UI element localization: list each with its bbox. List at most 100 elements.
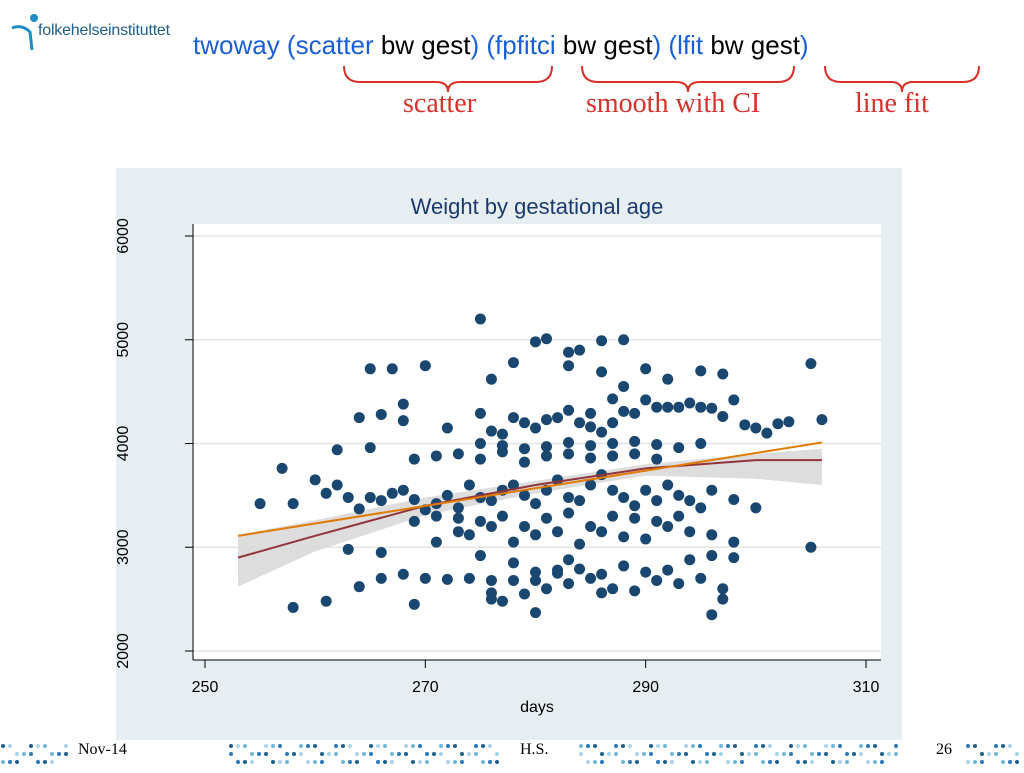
- scatter-point: [607, 450, 619, 462]
- scatter-point: [530, 422, 541, 434]
- footer-dot: [628, 744, 632, 748]
- scatter-point: [640, 533, 652, 545]
- scatter-point: [629, 448, 641, 460]
- footer-dot: [474, 744, 478, 748]
- command-part: scatter: [295, 30, 374, 60]
- footer-dot: [64, 744, 68, 748]
- scatter-point: [684, 526, 696, 538]
- footer-dot: [980, 760, 984, 764]
- footer-dot: [432, 752, 436, 756]
- annotation-linefit: line fit: [855, 88, 929, 119]
- footer-dot: [789, 744, 793, 748]
- scatter-point: [585, 452, 597, 464]
- scatter-point: [530, 529, 541, 541]
- scatter-point: [607, 583, 619, 595]
- scatter-point: [574, 417, 586, 429]
- scatter-point: [530, 574, 541, 586]
- scatter-point: [596, 426, 608, 438]
- footer-dot: [15, 760, 19, 764]
- scatter-point: [430, 450, 442, 462]
- scatter-point: [673, 489, 685, 501]
- scatter-point: [507, 412, 519, 424]
- footer-dot: [705, 752, 709, 756]
- footer-dot: [593, 744, 597, 748]
- scatter-point: [728, 494, 740, 506]
- footer-dot: [994, 752, 998, 756]
- scatter-point: [507, 557, 519, 569]
- x-tick-label: 290: [632, 679, 659, 696]
- scatter-point: [518, 588, 530, 600]
- footer-dot: [397, 752, 401, 756]
- scatter-point: [287, 498, 299, 510]
- scatter-point: [452, 526, 464, 538]
- footer-dot: [635, 760, 639, 764]
- scatter-point: [430, 536, 442, 548]
- footer-dot: [1015, 760, 1019, 764]
- footer-dot: [586, 744, 590, 748]
- scatter-point: [541, 512, 553, 524]
- scatter-point: [750, 502, 762, 514]
- scatter-point: [452, 502, 464, 514]
- footer-dot: [250, 760, 254, 764]
- footer-dot: [859, 752, 863, 756]
- footer-dot: [803, 760, 807, 764]
- footer-dot: [243, 744, 247, 748]
- footer-dot: [677, 752, 681, 756]
- footer-dot: [439, 752, 443, 756]
- scatter-point: [541, 450, 553, 462]
- y-tick-label: 5000: [115, 322, 132, 358]
- command-part: ): [470, 30, 480, 60]
- scatter-point: [563, 554, 575, 566]
- footer-dot: [866, 760, 870, 764]
- scatter-point: [728, 552, 740, 564]
- footer-dot: [579, 752, 583, 756]
- scatter-point: [541, 414, 553, 426]
- footer-dot: [29, 744, 33, 748]
- scatter-point: [596, 568, 608, 580]
- scatter-point: [574, 563, 586, 575]
- footer-dot: [621, 760, 625, 764]
- footer-dot: [656, 744, 660, 748]
- scatter-point: [629, 407, 641, 419]
- footer-dot: [894, 752, 898, 756]
- footer-dot: [789, 752, 793, 756]
- scatter-point: [463, 479, 475, 491]
- command-part: bw gest: [703, 30, 800, 60]
- brace-scatter: [343, 65, 553, 93]
- scatter-point: [474, 515, 486, 527]
- scatter-point: [618, 560, 630, 572]
- scatter-point: [805, 358, 817, 370]
- command-part: (: [279, 30, 296, 60]
- scatter-point: [463, 529, 475, 541]
- footer-dot: [719, 744, 723, 748]
- scatter-point: [673, 401, 685, 413]
- footer-dot: [859, 744, 863, 748]
- footer-dot: [320, 760, 324, 764]
- scatter-point: [254, 498, 266, 510]
- footer-dot: [334, 744, 338, 748]
- footer-dot: [1, 760, 5, 764]
- footer-dot: [1, 744, 5, 748]
- footer-dot: [292, 752, 296, 756]
- footer-dot: [271, 744, 275, 748]
- chart-title: Weight by gestational age: [411, 194, 664, 219]
- scatter-point: [728, 394, 740, 406]
- scatter-point: [530, 607, 541, 619]
- footer-dot: [614, 752, 618, 756]
- footer-dot: [327, 752, 331, 756]
- scatter-point: [518, 456, 530, 468]
- footer-dot: [966, 760, 970, 764]
- scatter-point: [496, 428, 508, 440]
- footer-dot: [355, 760, 359, 764]
- scatter-point: [474, 550, 486, 562]
- logo-text: folkehelseinstituttet: [38, 22, 170, 39]
- command-part: ): [799, 30, 809, 60]
- footer-dot: [747, 752, 751, 756]
- scatter-point: [585, 572, 597, 584]
- scatter-point: [750, 422, 762, 434]
- fit-line: [237, 441, 823, 537]
- scatter-point: [563, 507, 575, 519]
- scatter-point: [662, 479, 674, 491]
- footer-dot: [390, 752, 394, 756]
